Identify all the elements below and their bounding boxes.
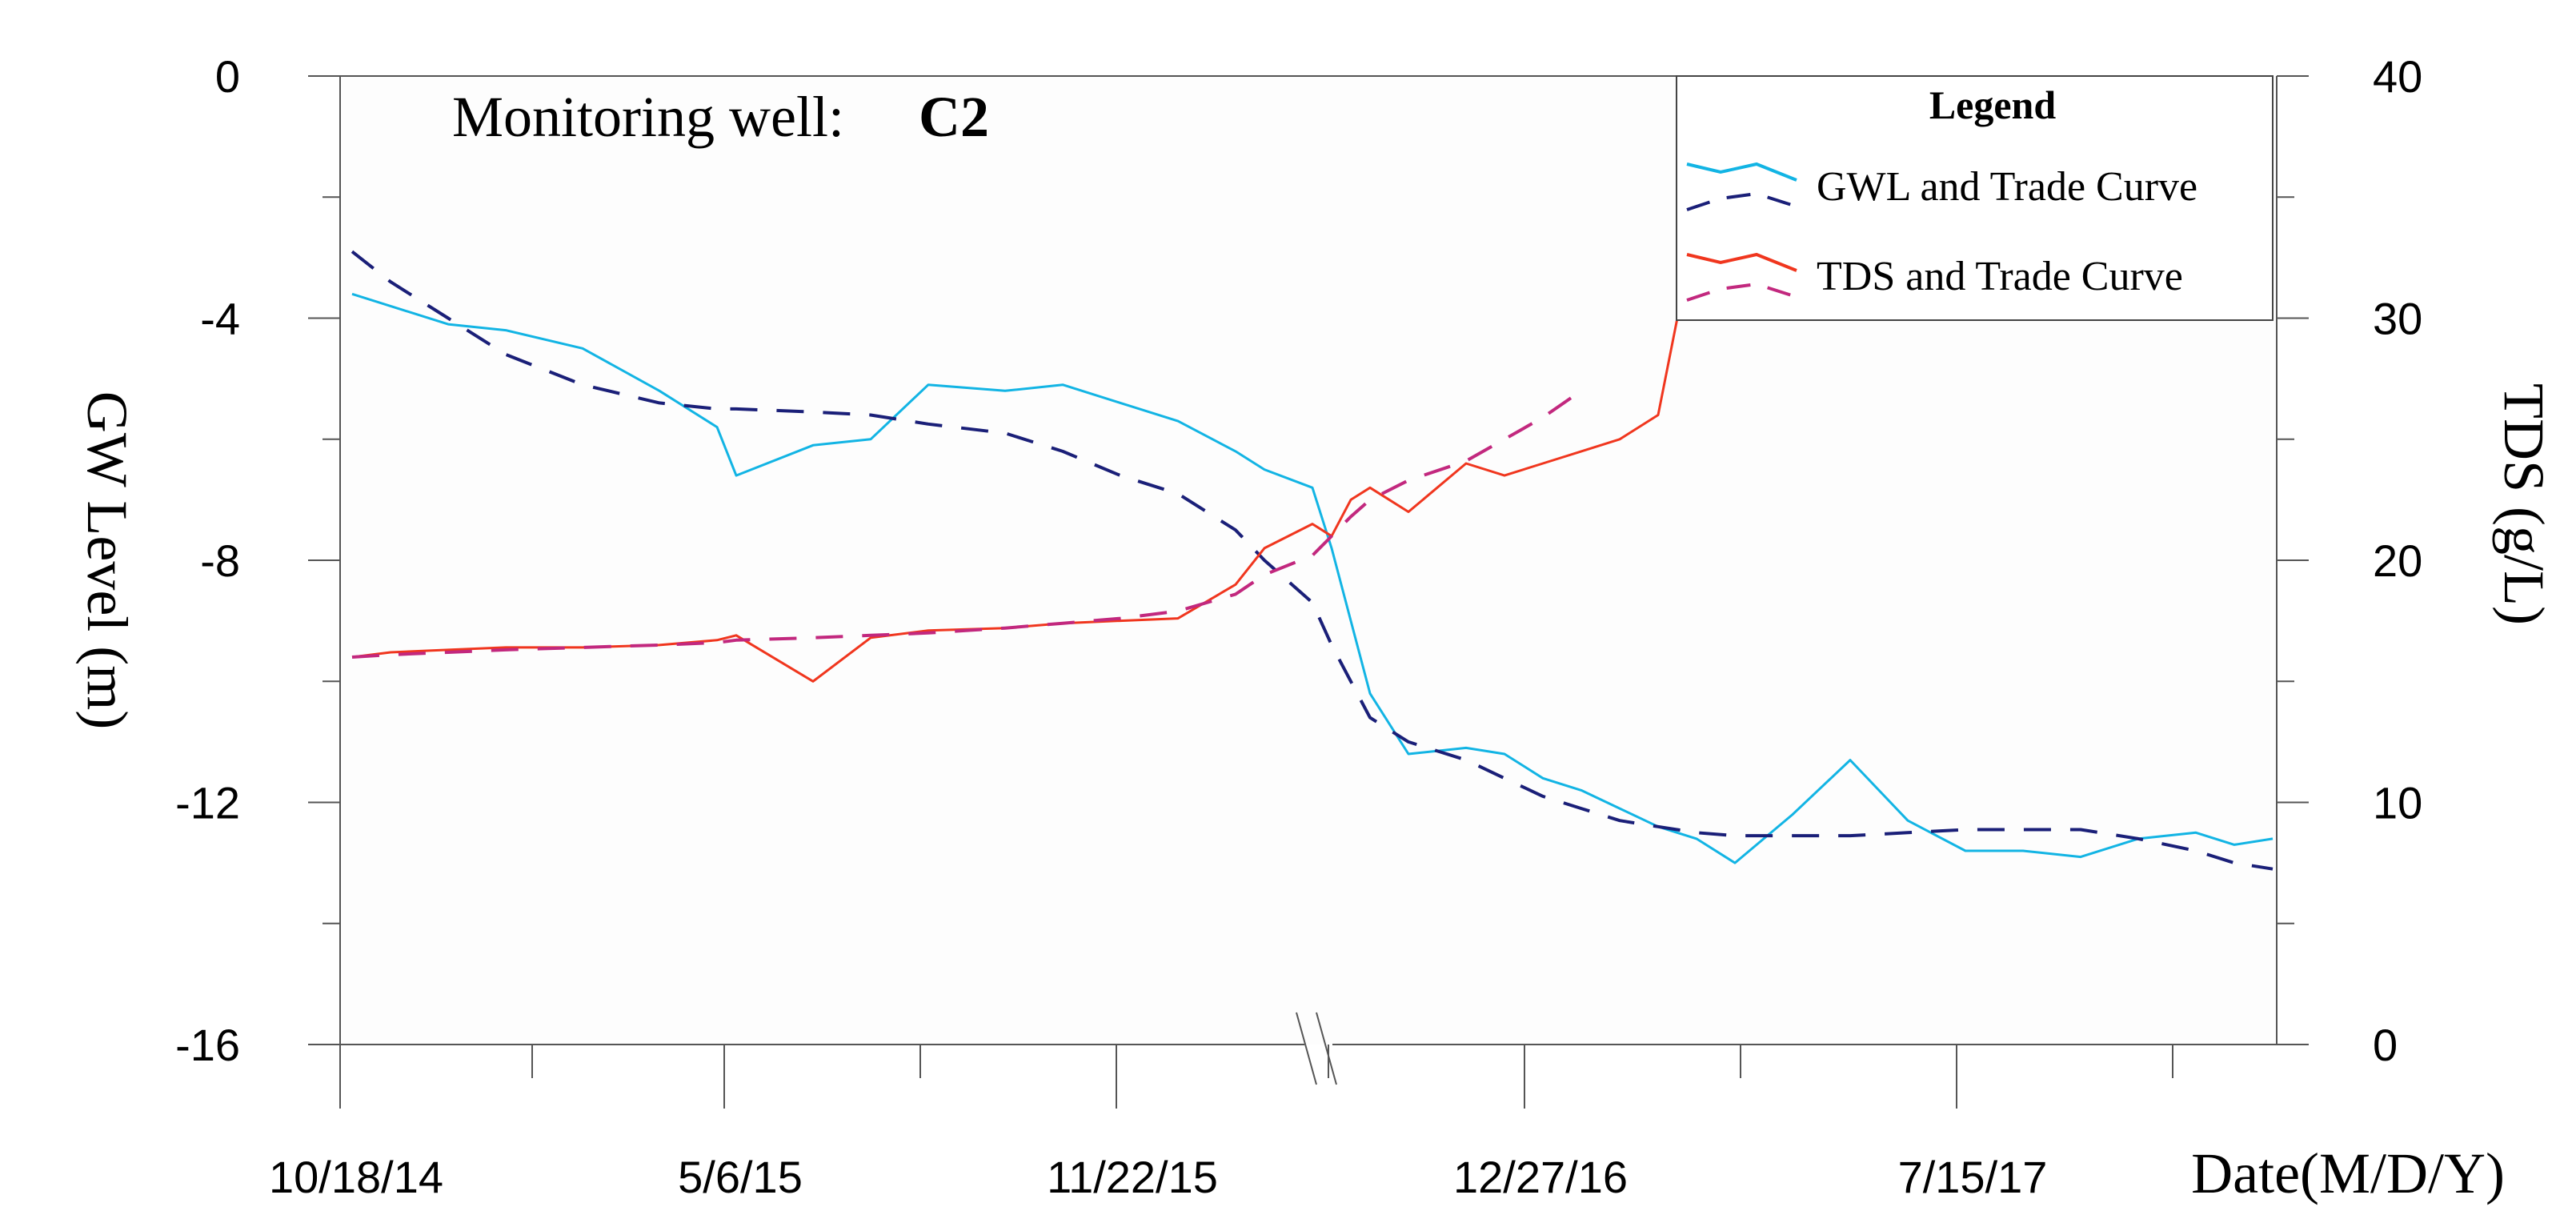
axis-break [1296,1012,1337,1085]
x-axis-label: Date(M/D/Y) [2191,1141,2505,1205]
legend-tds-line [1686,252,1797,272]
legend-tds-label: TDS and Trade Curve [1817,254,2183,299]
left-ticks: 0 -4 -8 -12 -16 [175,51,340,1070]
legend: Legend GWL and Trade Curve TDS and Trade… [1676,75,2274,321]
series-layer [351,221,2274,871]
x-ticks: 10/18/14 5/6/15 11/22/15 12/27/16 7/15/17 [269,1045,2173,1202]
right-ticks: 40 30 20 10 0 [2277,51,2422,1070]
left-tick-label: 0 [215,51,240,102]
right-tick-label: 40 [2373,51,2422,102]
legend-title: Legend [1929,82,2057,127]
legend-gwl-trend-line [1686,191,1797,211]
left-tick-label: -8 [200,535,240,586]
right-tick-label: 20 [2373,535,2422,586]
left-tick-label: -4 [200,294,240,344]
legend-box [1676,75,2274,321]
series-gwl [351,292,2274,864]
right-axis-label: TDS (g/L) [2492,383,2556,625]
series-gwl-trend [351,250,2274,871]
annotation-prefix: Monitoring well: [452,85,844,149]
x-tick-label: 10/18/14 [269,1152,443,1202]
annotation-well: C2 [919,85,989,149]
legend-gwl-line [1686,162,1797,182]
left-tick-label: -16 [175,1020,240,1070]
right-tick-label: 0 [2373,1020,2398,1070]
left-axis-label: GW Level (m) [75,391,139,730]
series-tds-trend [351,389,1583,659]
right-tick-label: 10 [2373,778,2422,828]
legend-tds-trend-line [1686,282,1797,302]
x-tick-label: 11/22/15 [1047,1152,1218,1202]
right-tick-label: 30 [2373,294,2422,344]
legend-gwl-label: GWL and Trade Curve [1817,164,2197,210]
left-tick-label: -12 [175,778,240,828]
x-tick-label: 5/6/15 [678,1152,803,1202]
x-tick-label: 7/15/17 [1898,1152,2048,1202]
x-tick-label: 12/27/16 [1453,1152,1628,1202]
